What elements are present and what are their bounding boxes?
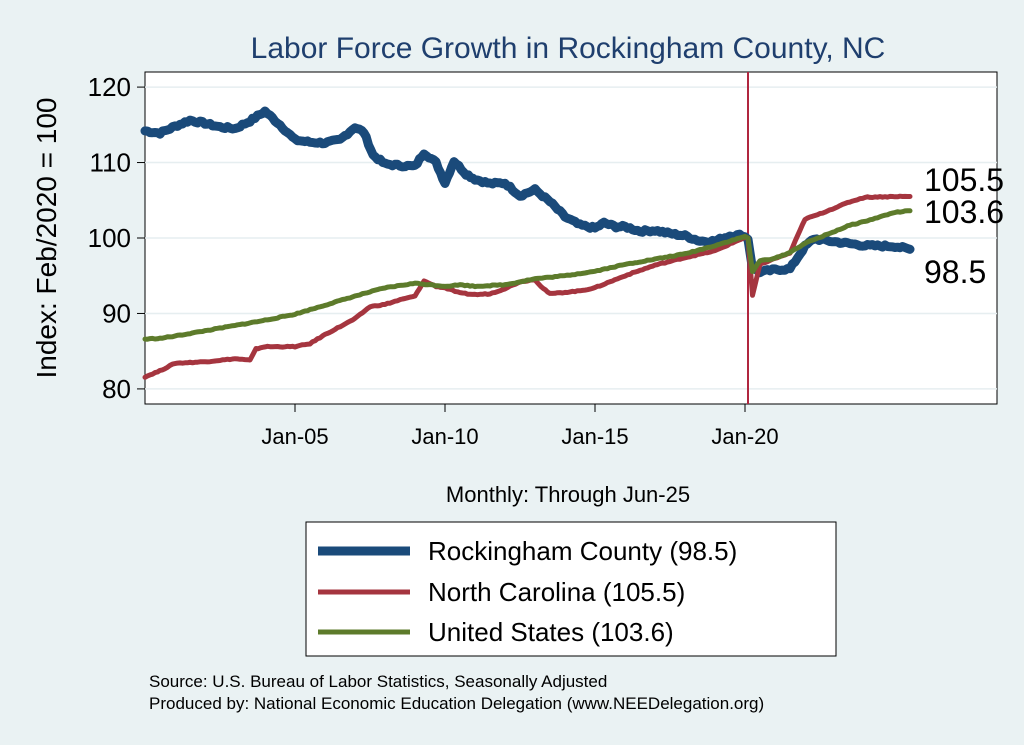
series-line-rockingham-county	[140, 106, 915, 278]
legend: Rockingham County (98.5) North Carolina …	[305, 521, 837, 657]
end-label-rockingham: 98.5	[924, 254, 986, 290]
series-line-united-states	[142, 208, 913, 342]
y-tick-label: 110	[90, 148, 131, 178]
legend-label-rockingham: Rockingham County (98.5)	[428, 536, 737, 566]
source-line: Source: U.S. Bureau of Labor Statistics,…	[149, 672, 607, 691]
end-label-united-states: 103.6	[924, 194, 1004, 230]
y-axis-ticks: 80 90 100 110 120	[88, 72, 145, 404]
legend-label-united-states: United States (103.6)	[428, 617, 674, 647]
x-tick-label: Jan-10	[411, 424, 478, 449]
produced-by-line: Produced by: National Economic Education…	[149, 694, 764, 713]
x-tick-label: Jan-05	[261, 424, 328, 449]
y-axis-label: Index: Feb/2020 = 100	[31, 98, 62, 379]
chart-title: Labor Force Growth in Rockingham County,…	[251, 32, 886, 65]
x-axis-label: Monthly: Through Jun-25	[446, 482, 690, 507]
x-tick-label: Jan-20	[711, 424, 778, 449]
y-tick-label: 100	[88, 223, 131, 253]
y-tick-label: 90	[102, 298, 131, 328]
legend-label-north-carolina: North Carolina (105.5)	[428, 577, 685, 607]
x-axis-ticks: Jan-05 Jan-10 Jan-15 Jan-20	[261, 404, 779, 449]
y-tick-label: 80	[102, 374, 131, 404]
x-tick-label: Jan-15	[561, 424, 628, 449]
y-tick-label: 120	[88, 72, 131, 102]
end-label-north-carolina: 105.5	[924, 162, 1004, 198]
series-lines	[140, 106, 915, 380]
